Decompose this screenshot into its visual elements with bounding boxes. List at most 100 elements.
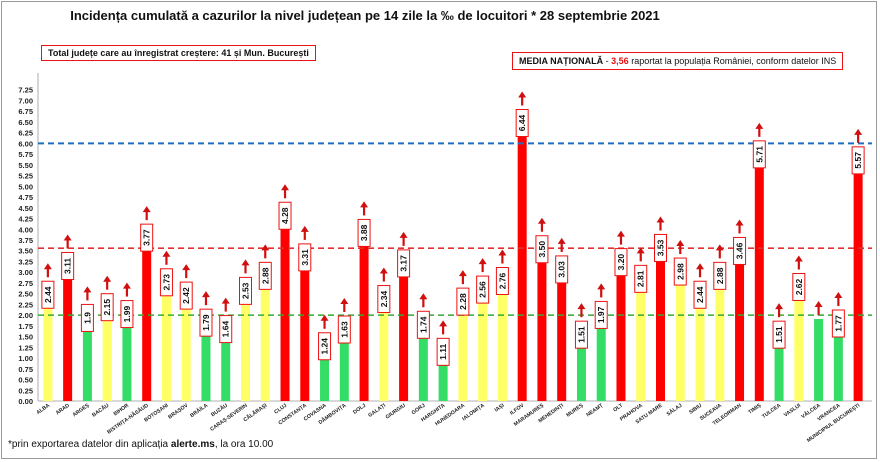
trend-arrow-head [83,286,92,293]
trend-arrow-head [676,240,685,247]
trend-arrow-head [241,259,250,266]
y-tick-label: 3.50 [18,247,33,256]
data-label-box [199,308,213,337]
data-label-box [61,251,75,280]
bar [399,264,409,401]
trend-arrow-head [360,201,369,208]
bar [142,239,152,401]
data-label-box [318,332,332,361]
bar [794,288,804,401]
bar [715,277,725,401]
data-label-box [120,300,134,329]
national-average-label: MEDIA NAȚIONALĂ [519,56,604,66]
category-label: VASLUI [783,402,802,418]
y-tick-label: 6.50 [18,118,33,127]
trend-arrow-head [696,263,705,270]
bar [201,324,211,401]
trend-arrow-head [597,283,606,290]
bar [102,308,112,401]
y-tick-label: 2.00 [18,311,33,320]
data-label: 1.9 [82,312,92,324]
footnote-prefix: *prin exportarea datelor din aplicația [8,439,171,450]
data-label-box [634,264,648,293]
bar [458,303,468,401]
trend-arrow-head [399,231,408,238]
y-tick-label: 4.25 [18,215,33,224]
bar [497,282,507,401]
data-label: 2.44 [695,286,705,303]
data-label: 5.71 [754,146,764,163]
category-label: ALBA [36,403,52,416]
data-label: 3.88 [359,224,369,241]
category-label: CLUJ [273,403,288,416]
y-tick-label: 3.00 [18,268,33,277]
trend-arrow-head [577,303,586,310]
y-tick-label: 5.50 [18,161,33,170]
trend-arrow-head [379,267,388,274]
category-label: TULCEA [761,403,782,420]
data-label: 2.62 [794,278,804,295]
bar [339,331,349,401]
data-label: 5.57 [853,152,863,169]
y-tick-label: 4.75 [18,193,33,202]
data-label: 2.81 [636,270,646,287]
bar [596,316,606,401]
bar [675,273,685,401]
data-label-box [792,273,806,302]
bar [418,326,428,401]
y-tick-label: 6.75 [18,107,33,116]
trend-arrow-head [419,293,428,300]
category-label: ARGEȘ [72,402,91,418]
y-tick-label: 3.75 [18,236,33,245]
data-label-box [258,261,272,290]
data-label-box [239,276,252,305]
data-label-box [80,303,94,332]
data-label: 3.46 [735,242,745,259]
national-average-desc: raportat la populația României, conform … [628,56,837,66]
bar [774,336,784,401]
data-label-box [219,315,233,344]
y-tick-label: 2.25 [18,300,33,309]
y-tick-label: 3.25 [18,257,33,266]
trend-arrow-head [300,225,309,232]
data-label: 2.34 [379,290,389,307]
bar [122,315,132,401]
data-label: 3.20 [616,254,626,271]
bar [260,277,270,401]
y-tick-label: 5.00 [18,182,33,191]
data-label-box [772,320,786,349]
bar [695,296,705,401]
trend-arrow-head [122,282,131,289]
y-tick-label: 4.50 [18,204,33,213]
bar [537,250,547,401]
trend-arrow-head [320,314,329,321]
data-label-box [851,146,865,175]
data-label: 2.73 [161,274,171,291]
data-label-box [179,281,193,310]
category-label: IAȘI [494,402,506,413]
y-tick-label: 2.75 [18,279,33,288]
trend-arrow-head [162,250,171,257]
data-label-box [713,261,727,290]
category-label: SĂLAJ [665,402,683,418]
trend-arrow-head [103,275,112,282]
data-label: 2.42 [181,287,191,304]
data-label: 1.24 [320,338,330,355]
data-label-box [337,315,351,344]
data-label-box [436,337,450,366]
data-label-box [159,268,173,297]
data-label: 2.44 [43,286,53,303]
data-label-box [535,235,549,264]
y-tick-label: 1.25 [18,343,33,352]
y-tick-label: 6.25 [18,129,33,138]
bar [754,155,764,401]
data-label-box [476,275,490,304]
trend-arrow-head [854,128,863,135]
data-label: 1.51 [774,326,784,343]
trend-arrow-head [43,263,52,270]
bar [814,318,824,401]
data-label-box [140,223,154,252]
data-label: 1.64 [221,321,231,338]
bar [636,280,646,401]
